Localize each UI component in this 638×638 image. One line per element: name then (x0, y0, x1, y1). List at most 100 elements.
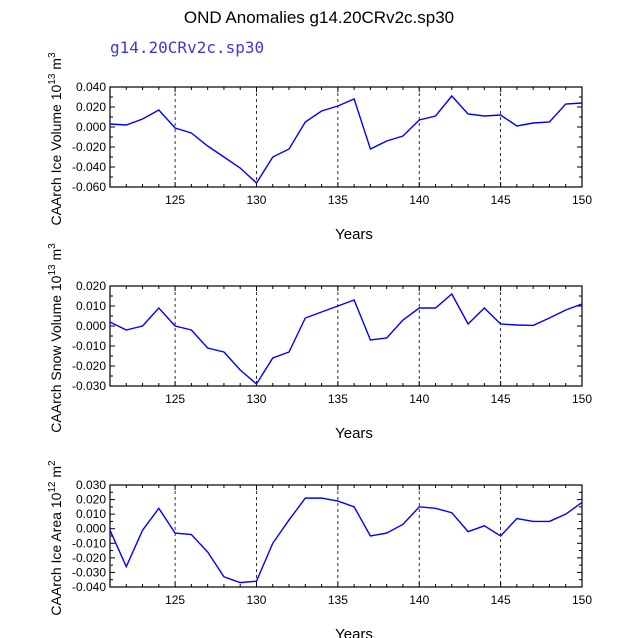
x-axis-label: Years (335, 425, 373, 442)
data-point (532, 122, 534, 124)
plot-frame (109, 484, 583, 588)
data-point (255, 383, 257, 385)
y-tick-label: 0.000 (76, 319, 106, 333)
data-point (207, 347, 209, 349)
chart-panel-2: -0.030 -0.020 -0.010 0.000 0.010 0.020 125 130 1… (47, 243, 592, 442)
data-point (565, 309, 567, 311)
x-tick-label: 140 (409, 593, 429, 607)
x-tick-label: 135 (328, 593, 348, 607)
data-point (581, 303, 583, 305)
data-point (158, 307, 160, 309)
y-tick-label: 0.010 (76, 507, 106, 521)
x-tick-label: 125 (165, 392, 185, 406)
data-point (158, 109, 160, 111)
x-tick-label: 130 (246, 593, 266, 607)
x-tick-label: 145 (491, 193, 511, 207)
data-point (321, 497, 323, 499)
data-point (239, 369, 241, 371)
data-point (304, 121, 306, 123)
data-point (321, 311, 323, 313)
x-tick-label: 145 (491, 392, 511, 406)
data-point (223, 156, 225, 158)
data-point (418, 307, 420, 309)
series-line (109, 94, 583, 185)
x-tick-label: 125 (165, 193, 185, 207)
data-point (207, 551, 209, 553)
data-point (353, 506, 355, 508)
x-tick-label: 150 (572, 392, 592, 406)
data-point (142, 118, 144, 120)
y-tick-label: 0.030 (76, 478, 106, 492)
y-tick-label: 0.000 (76, 522, 106, 536)
data-point (483, 525, 485, 527)
data-point (435, 115, 437, 117)
y-axis-label: CAArch Ice Area 1012 m2 (47, 460, 64, 616)
data-point (272, 156, 274, 158)
data-point (353, 98, 355, 100)
data-point (304, 317, 306, 319)
data-point (304, 497, 306, 499)
data-point (125, 566, 127, 568)
y-tick-label: -0.060 (72, 180, 106, 194)
data-point (337, 105, 339, 107)
data-point (500, 114, 502, 116)
data-point (581, 102, 583, 104)
data-point (223, 576, 225, 578)
data-point (467, 323, 469, 325)
data-point (532, 324, 534, 326)
data-point (548, 121, 550, 123)
data-point (402, 523, 404, 525)
chart-panel-3: -0.040-0.030-0.020-0.0100.0000.0100.0200… (47, 460, 592, 638)
data-point (174, 127, 176, 129)
data-point (565, 513, 567, 515)
y-tick-label: 0.020 (76, 493, 106, 507)
y-tick-label: 0.040 (76, 80, 106, 94)
data-point (142, 325, 144, 327)
data-point (532, 520, 534, 522)
x-tick-label: 125 (165, 593, 185, 607)
chart-panel-1: -0.060 -0.040 -0.020 0.000 0.020 0.040 125 130 1… (47, 52, 592, 243)
y-tick-label: -0.010 (72, 339, 106, 353)
y-tick-label: 0.010 (76, 299, 106, 313)
series-line (109, 497, 583, 584)
data-point (483, 115, 485, 117)
chart-title: OND Anomalies g14.20CRv2c.sp30 (183, 8, 455, 27)
data-point (288, 148, 290, 150)
data-point (386, 337, 388, 339)
data-point (402, 319, 404, 321)
x-tick-label: 140 (409, 392, 429, 406)
y-axis-label: CAArch Ice Volume 1013 m3 (47, 52, 64, 226)
data-point (337, 500, 339, 502)
x-tick-label: 150 (572, 593, 592, 607)
x-tick-label: 150 (572, 193, 592, 207)
data-point (109, 529, 111, 531)
x-tick-label: 140 (409, 193, 429, 207)
data-point (223, 351, 225, 353)
data-point (321, 110, 323, 112)
data-point (369, 148, 371, 150)
data-point (207, 145, 209, 147)
data-point (435, 507, 437, 509)
data-point (435, 307, 437, 309)
y-tick-label: -0.020 (72, 359, 106, 373)
data-point (174, 532, 176, 534)
data-point (369, 339, 371, 341)
data-point (239, 167, 241, 169)
data-point (369, 535, 371, 537)
data-point (288, 351, 290, 353)
data-point (190, 132, 192, 134)
data-point (418, 506, 420, 508)
data-point (239, 582, 241, 584)
data-point (581, 501, 583, 503)
y-tick-label: 0.020 (76, 279, 106, 293)
data-point (255, 580, 257, 582)
data-point (516, 518, 518, 520)
plot-frame (109, 285, 583, 387)
data-point (142, 529, 144, 531)
data-point (125, 124, 127, 126)
data-point (516, 125, 518, 127)
y-tick-label: -0.030 (72, 379, 106, 393)
x-axis-label: Years (335, 626, 373, 638)
data-point (402, 135, 404, 137)
data-point (386, 140, 388, 142)
